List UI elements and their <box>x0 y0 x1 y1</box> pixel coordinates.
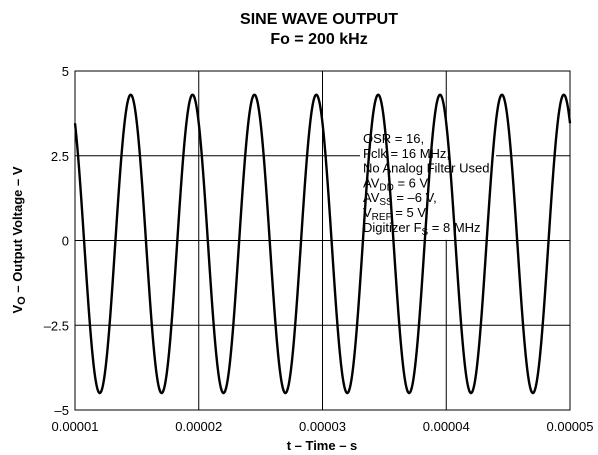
annotation-line: AVDD = 6 V, <box>363 175 431 193</box>
y-tick-labels: 5 2.5 0 –2.5 –5 <box>44 64 69 418</box>
x-tick-label: 0.00005 <box>547 419 594 434</box>
annotation-text: AV <box>363 190 380 205</box>
x-tick-labels: 0.00001 0.00002 0.00003 0.00004 0.00005 <box>52 419 594 434</box>
annotation-text: OSR = 16, <box>363 131 424 146</box>
annotation-text: Digitizer F <box>363 220 422 235</box>
annotation-subscript: REF <box>372 212 392 223</box>
annotation-text: = 8 MHz <box>428 220 480 235</box>
annotation-text: = 6 V, <box>394 175 431 190</box>
plot-frame <box>74 70 571 411</box>
annotation-text: Fclk = 16 MHz, <box>363 146 450 161</box>
x-tick-label: 0.00001 <box>52 419 99 434</box>
annotation-subscript: DD <box>379 182 393 193</box>
annotation-block: OSR = 16,Fclk = 16 MHz,No Analog Filter … <box>363 131 493 238</box>
sine-series-line <box>73 93 572 395</box>
annotation-text: = –6 V, <box>393 190 437 205</box>
chart-subtitle: Fo = 200 kHz <box>270 31 367 48</box>
annotation-subscript: SS <box>379 197 393 208</box>
y-axis-label-subscript: O <box>16 296 28 305</box>
annotation-text: = 5 V, <box>392 205 429 220</box>
y-axis-label-symbol: V <box>10 305 25 314</box>
annotation-line: No Analog Filter Used, <box>363 161 493 176</box>
chart-title: SINE WAVE OUTPUT <box>240 11 398 28</box>
x-tick-label: 0.00004 <box>423 419 470 434</box>
annotation-subscript: S <box>422 227 429 238</box>
y-tick-label: 2.5 <box>51 149 69 164</box>
x-tick-label: 0.00002 <box>175 419 222 434</box>
y-tick-label: –5 <box>55 403 69 418</box>
annotation-line: Digitizer FS = 8 MHz <box>363 220 481 238</box>
y-axis-label: VO – Output Voltage – V <box>10 166 28 313</box>
annotation-line: VREF = 5 V, <box>363 205 428 223</box>
y-axis-label-rest: – Output Voltage – V <box>10 166 25 296</box>
annotation-text: V <box>363 205 372 220</box>
x-tick-label: 0.00003 <box>299 419 346 434</box>
annotation-text: No Analog Filter Used, <box>363 161 493 176</box>
annotation-line: Fclk = 16 MHz, <box>363 146 450 161</box>
y-tick-label: –2.5 <box>44 318 69 333</box>
y-tick-label: 5 <box>62 64 69 79</box>
annotation-line: OSR = 16, <box>363 131 424 146</box>
annotation-text: AV <box>363 175 380 190</box>
x-axis-label: t – Time – s <box>287 438 358 453</box>
y-tick-label: 0 <box>62 234 69 249</box>
annotation-line: AVSS = –6 V, <box>363 190 437 208</box>
